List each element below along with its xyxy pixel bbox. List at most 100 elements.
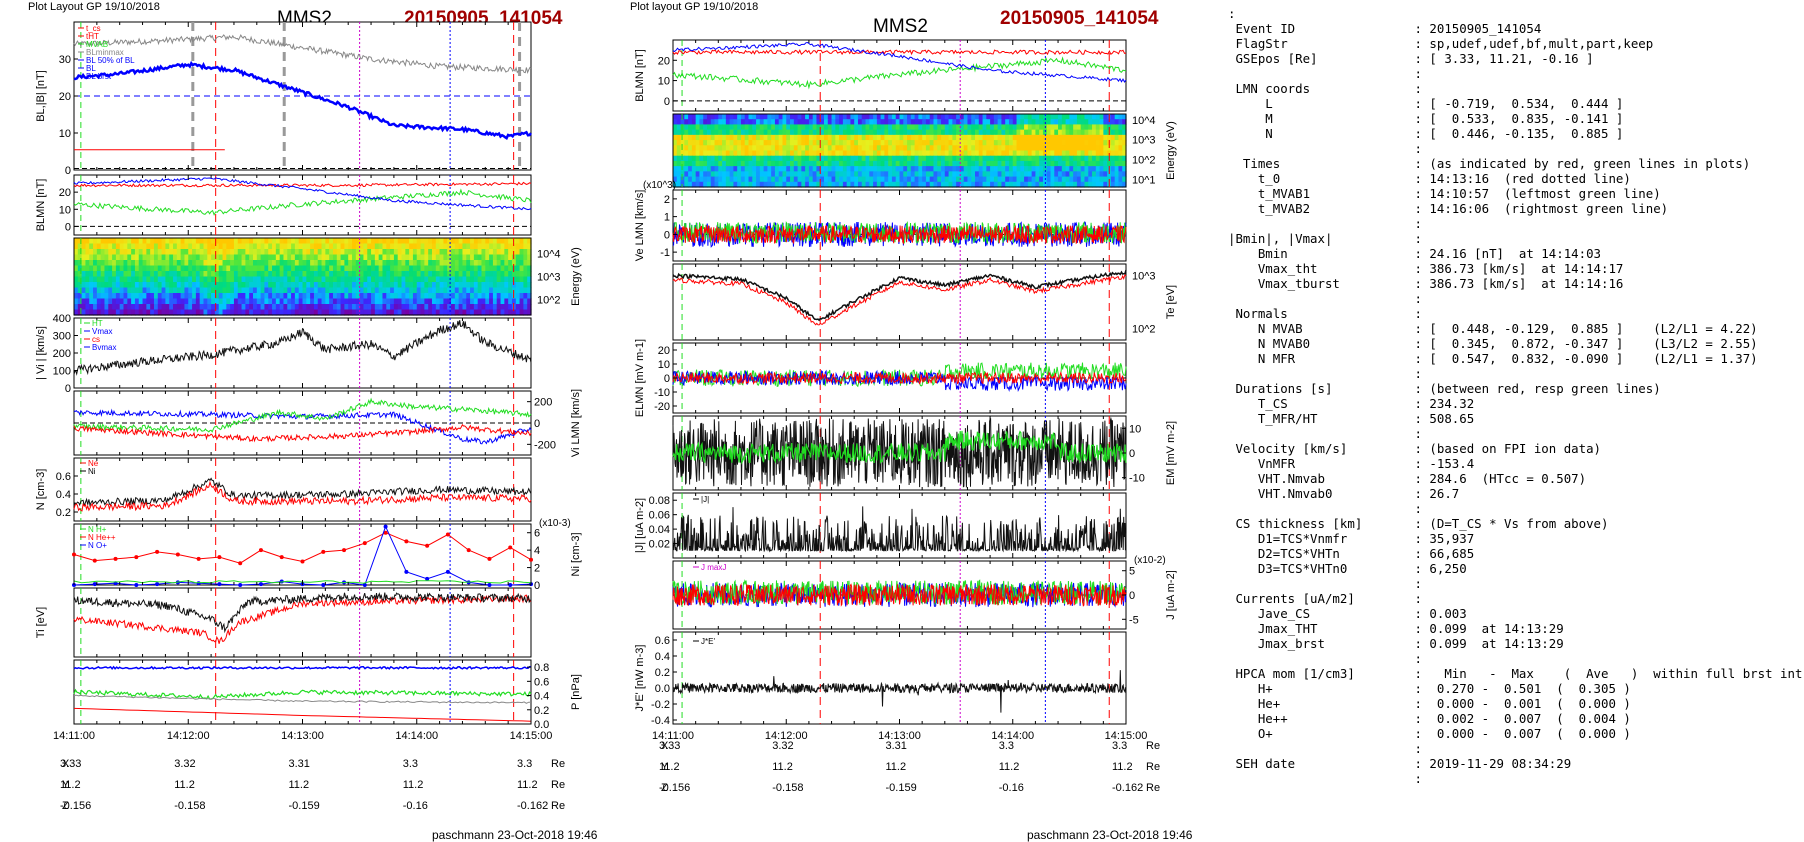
spectrogram-cell	[428, 282, 433, 289]
spectrogram-cell	[1005, 140, 1010, 146]
spectrogram-cell	[119, 276, 125, 283]
spectrogram-cell	[1088, 171, 1093, 178]
spectrogram-cell	[1035, 119, 1040, 126]
spectrogram-cell	[294, 260, 300, 267]
spectrogram-cell	[264, 304, 269, 311]
spectrogram-cell	[260, 309, 266, 316]
spectrogram-cell	[279, 238, 285, 245]
spectrogram-cell	[279, 249, 285, 256]
spectrogram-cell	[771, 129, 776, 136]
spectrogram-cell	[797, 171, 802, 178]
spectrogram-cell	[673, 140, 678, 146]
y-tick-label: -10	[654, 387, 670, 399]
spectrogram-cell	[933, 134, 938, 141]
spectrogram-cell	[340, 276, 345, 283]
spectrogram-cell	[138, 298, 144, 305]
spectrogram-cell	[256, 260, 262, 267]
spectrogram-cell	[245, 287, 250, 294]
spectrogram-cell	[956, 160, 961, 167]
spectrogram-cell	[786, 134, 791, 141]
spectrogram-cell	[1027, 114, 1033, 120]
spectrogram-cell	[918, 181, 923, 188]
x-tick-label: 14:12:00	[167, 730, 210, 742]
spectrogram-cell	[492, 249, 498, 256]
coord-value: 3.33	[60, 758, 82, 770]
spectrogram-cell	[903, 181, 908, 188]
spectrogram-cell	[714, 145, 719, 152]
spectrogram-cell	[1061, 134, 1067, 141]
spectrogram-cell	[127, 282, 132, 289]
spectrogram-cell	[748, 114, 753, 120]
spectrogram-cell	[199, 260, 205, 267]
spectrogram-cell	[1073, 145, 1078, 152]
spectrogram-cell	[869, 134, 874, 141]
spectrogram-cell	[138, 304, 144, 311]
spectrogram-cell	[820, 171, 825, 178]
spectrogram-cell	[1076, 129, 1082, 136]
spectrogram-cell	[722, 129, 727, 136]
spectrogram-cell	[173, 298, 178, 305]
spectrogram-cell	[332, 293, 338, 300]
spectrogram-cell	[359, 238, 365, 245]
spectrogram-cell	[454, 309, 460, 316]
spectrogram-cell	[793, 140, 799, 146]
spectrogram-cell	[763, 145, 768, 152]
spectrogram-cell	[420, 298, 425, 305]
spectrogram-cell	[214, 243, 220, 250]
spectrogram-cell	[1084, 166, 1089, 172]
spectrogram-cell	[355, 254, 361, 261]
spectrogram-cell	[880, 145, 885, 152]
spectrogram-cell	[237, 276, 243, 283]
spectrogram-cell	[831, 140, 836, 146]
spectrogram-cell	[504, 260, 509, 267]
spectrogram-cell	[680, 140, 685, 146]
spectrogram-cell	[127, 238, 132, 245]
spectrogram-cell	[390, 287, 395, 294]
spectrogram-cell	[820, 145, 825, 152]
spectrogram-cell	[245, 304, 250, 311]
spectrogram-cell	[782, 114, 787, 120]
spectrogram-cell	[264, 243, 269, 250]
spectrogram-cell	[1065, 171, 1070, 178]
spectrogram-cell	[944, 124, 950, 131]
spectrogram-cell	[89, 282, 94, 289]
spectrogram-cell	[918, 176, 923, 183]
spectrogram-cell	[317, 265, 323, 272]
spectrogram-cell	[393, 243, 399, 250]
spectrogram-cell	[504, 298, 509, 305]
spectrogram-cell	[287, 293, 292, 300]
spectrogram-cell	[184, 309, 189, 316]
spectrogram-cell	[344, 309, 349, 316]
spectrogram-cell	[903, 150, 908, 157]
spectrogram-cell	[725, 171, 731, 178]
spectrogram-cell	[519, 243, 524, 250]
spectrogram-cell	[428, 249, 433, 256]
x-tick-label: 14:13:00	[878, 730, 921, 742]
legend-entry: BL	[86, 64, 96, 73]
spectrogram-cell	[119, 238, 125, 245]
spectrogram-cell	[1080, 114, 1086, 120]
spectrogram-cell	[737, 181, 742, 188]
info-line: Durations [s] : (between red, resp green…	[1228, 381, 1661, 396]
spectrogram-cell	[153, 243, 159, 250]
spectrogram-cell	[997, 134, 1003, 141]
spectrogram-cell	[291, 249, 296, 256]
spectrogram-cell	[237, 282, 243, 289]
spectrogram-cell	[165, 249, 170, 256]
spectrogram-cell	[914, 145, 919, 152]
spectrogram-cell	[850, 155, 855, 162]
spectrogram-cell	[180, 287, 186, 294]
spectrogram-cell	[850, 124, 855, 131]
spectrogram-cell	[287, 238, 292, 245]
spectrogram-cell	[854, 124, 859, 131]
spectrogram-cell	[230, 243, 235, 250]
spectrogram-cell	[249, 309, 254, 316]
spectrogram-cell	[842, 119, 848, 126]
spectrogram-cell	[77, 287, 83, 294]
spectrogram-cell	[81, 249, 87, 256]
coord-row-label: Z	[661, 782, 668, 794]
spectrogram-cell	[340, 254, 345, 261]
spectrogram-cell	[359, 249, 365, 256]
spectrogram-cell	[959, 150, 965, 157]
spectrogram-cell	[718, 145, 723, 152]
